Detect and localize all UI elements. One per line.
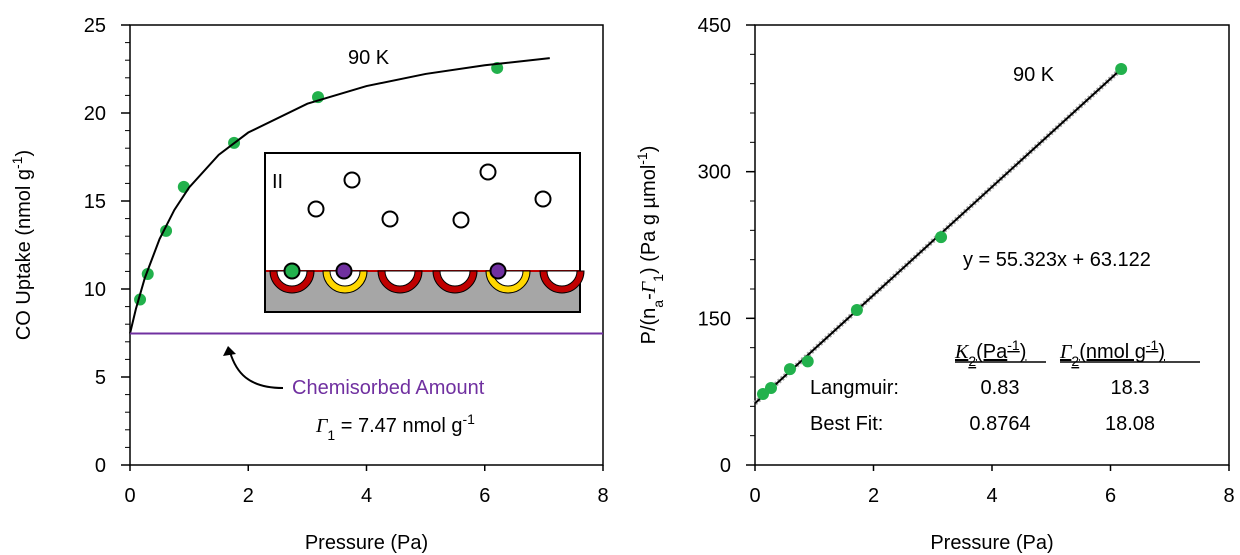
label-part: 1 xyxy=(650,274,666,282)
superscript: -1 xyxy=(9,156,25,169)
x-tick-label: 8 xyxy=(597,485,608,507)
label-part: CO Uptake (nmol g xyxy=(13,169,35,340)
cup-inner xyxy=(439,270,471,287)
y-tick-label: 0 xyxy=(720,455,731,477)
symbol: Γ xyxy=(1059,341,1073,363)
data-point xyxy=(764,382,777,395)
table-cell: 18.08 xyxy=(1105,413,1155,435)
label-part: a xyxy=(650,300,666,308)
label-part: Γ xyxy=(638,280,660,294)
label-part: P/(n xyxy=(638,308,660,345)
symbol: K xyxy=(954,341,970,363)
superscript: -1 xyxy=(634,152,650,165)
table-header: K2(Pa-1) xyxy=(954,337,1026,369)
y-tick-label: 150 xyxy=(698,308,731,330)
table-cell: 18.3 xyxy=(1111,377,1150,399)
y-tick-label: 0 xyxy=(95,455,106,477)
x-axis-label: Pressure (Pa) xyxy=(930,532,1053,554)
superscript: -1 xyxy=(463,411,476,427)
arrow xyxy=(229,351,284,389)
data-point xyxy=(177,180,190,193)
x-tick-label: 4 xyxy=(986,485,997,507)
annotation: Chemisorbed Amount xyxy=(292,377,485,399)
annotation: 90 K xyxy=(1013,64,1055,86)
subscript: 1 xyxy=(327,427,335,443)
label-part: ) (Pa g µmol xyxy=(638,165,660,274)
superscript: -1 xyxy=(1007,337,1020,353)
x-tick-label: 0 xyxy=(124,485,135,507)
subscript: 2 xyxy=(968,353,976,369)
y-tick-label: 5 xyxy=(95,367,106,389)
data-point xyxy=(801,355,814,368)
data-point xyxy=(1115,63,1128,75)
data-point xyxy=(935,231,948,244)
table-cell: 0.8764 xyxy=(969,413,1030,435)
label-part: ) xyxy=(13,150,35,157)
table-header: Γ2(nmol g-1) xyxy=(1059,337,1165,369)
label-part: ) xyxy=(638,146,660,153)
x-tick-label: 8 xyxy=(1223,485,1234,507)
annotation: Γ1 = 7.47 nmol g-1 xyxy=(315,411,475,443)
text: ) xyxy=(1158,341,1165,363)
x-axis-label: Pressure (Pa) xyxy=(305,532,428,554)
y-tick-label: 10 xyxy=(84,279,106,301)
text: ) xyxy=(1020,341,1027,363)
x-tick-label: 2 xyxy=(868,485,879,507)
inset: II xyxy=(264,152,585,313)
plot-frame xyxy=(129,24,604,466)
superscript: -1 xyxy=(1146,337,1159,353)
text: (Pa xyxy=(976,341,1008,363)
y-tick-label: 20 xyxy=(84,103,106,125)
x-tick-label: 2 xyxy=(243,485,254,507)
y-tick-label: 300 xyxy=(698,162,731,184)
plot-frame xyxy=(754,24,1230,466)
y-axis-label: CO Uptake (nmol g-1) xyxy=(9,150,35,340)
table-cell: Best Fit: xyxy=(810,413,883,435)
cup-inner xyxy=(384,270,416,287)
y-tick-label: 25 xyxy=(84,15,106,37)
table-cell: 0.83 xyxy=(981,377,1020,399)
x-tick-label: 6 xyxy=(1105,485,1116,507)
inset-label: II xyxy=(272,171,283,193)
y-tick-label: 15 xyxy=(84,191,106,213)
text: = 7.47 nmol g xyxy=(335,415,462,437)
table-cell: Langmuir: xyxy=(810,377,899,399)
symbol: Γ xyxy=(315,415,329,437)
fit-line xyxy=(129,57,550,334)
cup-inner xyxy=(546,270,578,287)
y-tick-label: 450 xyxy=(698,15,731,37)
y-axis-label: P/(na-Γ1) (Pa g µmol-1) xyxy=(634,146,666,345)
subscript: 2 xyxy=(1071,353,1079,369)
text: (nmol g xyxy=(1079,341,1146,363)
annotation: 90 K xyxy=(348,47,390,69)
data-point xyxy=(783,363,796,376)
x-tick-label: 0 xyxy=(749,485,760,507)
arrow-head xyxy=(223,346,236,356)
x-tick-label: 4 xyxy=(361,485,372,507)
x-tick-label: 6 xyxy=(479,485,490,507)
label-part: - xyxy=(638,293,660,300)
data-point xyxy=(850,304,863,317)
annotation: y = 55.323x + 63.122 xyxy=(963,249,1151,271)
